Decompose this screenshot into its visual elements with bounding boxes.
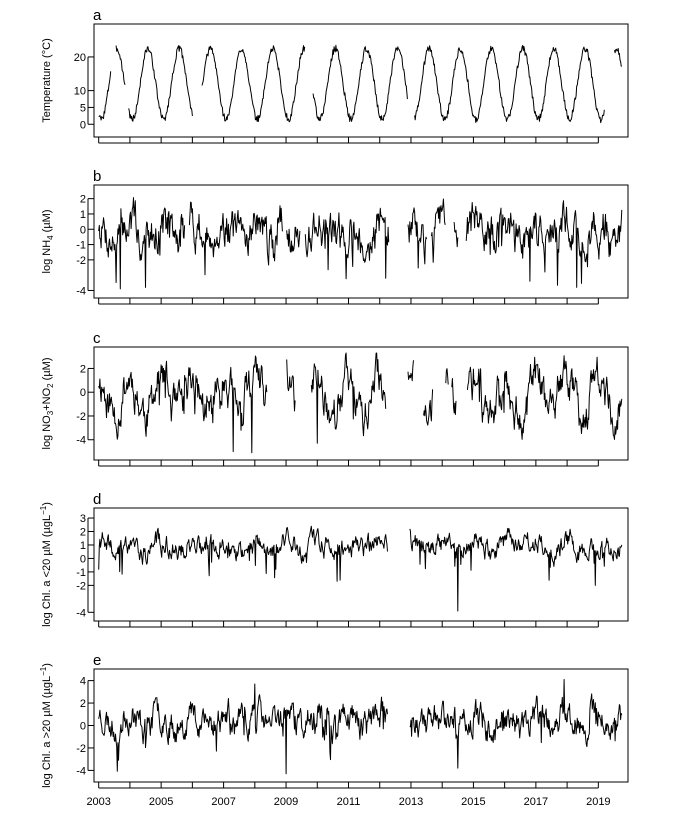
- panel-d: d -4 -2-1 012 3 log Chl. a <20 µM (µgL−1): [39, 491, 629, 628]
- y-tick-label: -2: [76, 255, 86, 267]
- y-tick-label: 5: [80, 102, 86, 114]
- y-tick-label: -4: [76, 607, 86, 619]
- y-tick-label: -2: [76, 580, 86, 592]
- panel-b: b -4 -2 -1 0 1 2 log NH4 (µM): [41, 168, 629, 305]
- y-tick-label: 3: [80, 513, 86, 525]
- y-tick-label: 20: [74, 52, 86, 64]
- series-line: [98, 352, 623, 454]
- y-tick-label: 2: [80, 527, 86, 539]
- y-tick-label: -4: [76, 285, 86, 297]
- x-tick-label: 2011: [337, 796, 361, 808]
- x-tick-label: 2005: [149, 796, 173, 808]
- y-tick-label: 10: [74, 86, 86, 98]
- plot-frame: [93, 23, 629, 138]
- panel-label: e: [93, 652, 101, 669]
- y-tick-label: 2: [80, 194, 86, 206]
- y-axis-label: log NH4 (µM): [41, 210, 55, 274]
- series-line: [98, 197, 623, 290]
- y-tick-label: 2: [80, 363, 86, 375]
- panel-label: b: [93, 168, 101, 185]
- y-tick-label: 0: [80, 553, 86, 565]
- y-tick-label: -2: [76, 743, 86, 755]
- plot-frame: [93, 507, 629, 622]
- y-tick-label: -1: [76, 567, 86, 579]
- y-tick-label: -4: [76, 435, 86, 447]
- x-tick-label: 2003: [86, 796, 110, 808]
- plot-frame: [93, 346, 629, 461]
- x-tick-label: 2009: [274, 796, 298, 808]
- x-tick-label: 2007: [211, 796, 235, 808]
- panel-label: d: [93, 491, 101, 508]
- panel-label: c: [93, 330, 101, 347]
- panel-a: a 0 5 10 20 Temperature (°C): [41, 7, 629, 144]
- y-tick-label: 0: [80, 119, 86, 131]
- series-line: [98, 679, 623, 775]
- series-line: [98, 525, 623, 612]
- panel-e: e -4 -2 0 2 4 log Chl. a >20 µM (µgL−1): [39, 652, 629, 789]
- y-tick-label: 1: [80, 209, 86, 221]
- y-tick-label: 2: [80, 698, 86, 710]
- y-tick-label: -4: [76, 765, 86, 777]
- y-tick-label: -2: [76, 411, 86, 423]
- y-tick-label: 1: [80, 540, 86, 552]
- y-tick-label: 0: [80, 224, 86, 236]
- y-axis-label: log NO3+NO2 (µM): [41, 358, 55, 450]
- panel-label: a: [93, 7, 102, 24]
- x-tick-label: 2017: [524, 796, 548, 808]
- panel-c: c -4 -2 0 2 log NO3+NO2 (µM): [41, 330, 629, 467]
- y-tick-label: 0: [80, 721, 86, 733]
- x-tick-label: 2013: [399, 796, 423, 808]
- plot-frame: [93, 184, 629, 299]
- x-tick-label: 2015: [461, 796, 485, 808]
- y-axis-label: log Chl. a >20 µM (µgL−1): [39, 663, 53, 788]
- y-axis-label: log Chl. a <20 µM (µgL−1): [39, 502, 53, 627]
- x-tick-label: 2019: [586, 796, 610, 808]
- series-line: [98, 44, 623, 124]
- y-tick-label: 4: [80, 676, 86, 688]
- y-axis-label: Temperature (°C): [41, 38, 53, 122]
- y-tick-label: -1: [76, 240, 86, 252]
- y-tick-label: 0: [80, 387, 86, 399]
